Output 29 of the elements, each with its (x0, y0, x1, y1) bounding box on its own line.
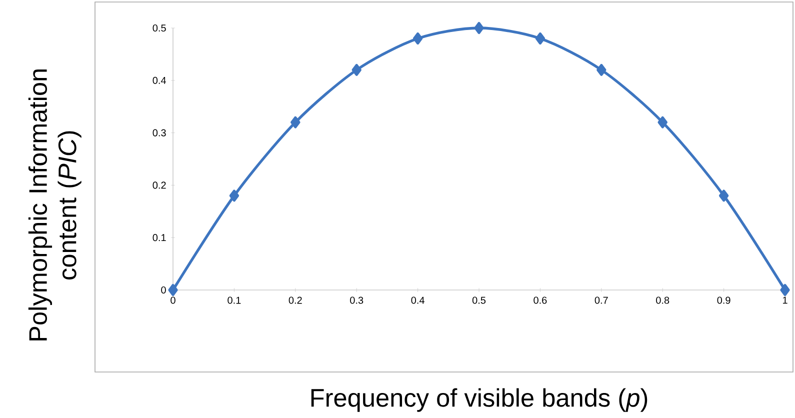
x-tick-label: 0.6 (534, 296, 547, 304)
y-tick-label: 0.3 (152, 129, 166, 136)
point (168, 284, 178, 296)
x-tick-label: 1 (782, 296, 788, 304)
x-tick-label: 0.9 (717, 296, 730, 304)
x-tick-label: 0.2 (288, 296, 302, 304)
x-tick-label: 0.4 (411, 296, 424, 304)
point (229, 190, 240, 202)
point (474, 22, 484, 34)
x-tick-label: 0 (170, 296, 176, 304)
point (352, 64, 362, 76)
x-tick-label: 0.3 (350, 296, 364, 304)
y-tick-label: 0 (161, 286, 166, 294)
point (718, 190, 729, 202)
point (535, 32, 546, 44)
point (658, 116, 668, 128)
point (596, 64, 606, 76)
x-tick-label: 0.8 (656, 296, 670, 304)
x-tick-label: 0.7 (594, 296, 608, 304)
point (290, 116, 300, 128)
y-tick-label: 0.5 (152, 24, 166, 32)
point (412, 32, 423, 44)
y-tick-label: 0.2 (152, 182, 166, 189)
y-tick-label: 0.4 (152, 76, 166, 84)
x-axis-title: Frequency of visible bands (p) (311, 388, 648, 412)
x-tick-label: 0.1 (228, 296, 241, 304)
x-tick-label: 0.5 (472, 296, 486, 304)
y-tick-label: 0.1 (152, 234, 166, 242)
point (780, 284, 790, 296)
